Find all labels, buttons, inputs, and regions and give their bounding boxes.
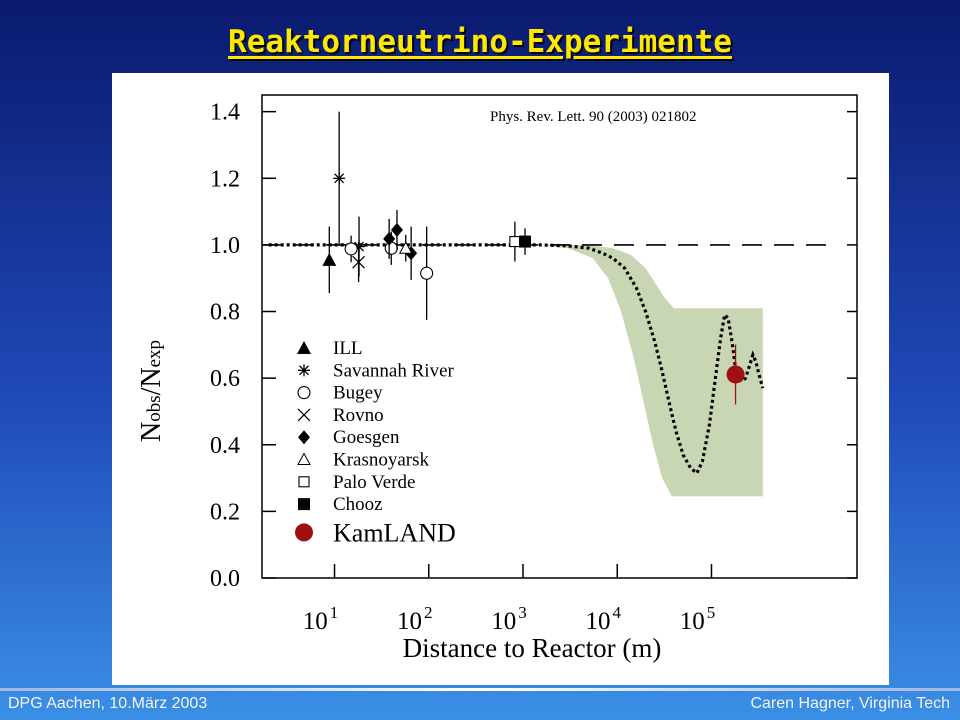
footer-author: Caren Hagner, Virginia Tech [750,695,950,712]
legend-marker [297,341,311,354]
citation-label: Phys. Rev. Lett. 90 (2003) 021802 [490,109,697,125]
y-axis-label: Nobs/Nexp [136,340,167,442]
legend-marker [298,364,310,377]
data-point-rovno [352,255,366,269]
prediction-curve [268,243,765,476]
footer-event: DPG Aachen, 10.März 2003 [8,695,208,712]
legend-label: Goesgen [333,427,400,448]
legend-label: Krasnoyarsk [333,450,430,471]
data-point-ill [322,252,337,266]
y-tick-label: 0.4 [210,433,240,459]
data-point-bugey [344,242,358,256]
x-tick-label: 10 2 [397,603,433,635]
data-point-bugey [384,241,398,255]
x-tick-label: 10 4 [585,603,621,635]
oscillation-curve [268,243,765,476]
legend-label: Rovno [333,405,384,426]
legend-label: Palo Verde [333,472,416,493]
legend-marker [297,386,311,400]
x-axis-label: Distance to Reactor (m) [403,633,662,663]
y-tick-label: 1.4 [210,100,240,126]
y-tick-label: 0.6 [210,366,240,392]
data-point-goesgen [390,222,403,237]
y-tick-label: 0.2 [210,499,240,525]
figure-panel: 0.0 0.2 0.4 0.6 0.8 1.0 1.2 1.4 10 1 10 2 10 3 10 4 10 5 … [112,73,889,685]
allowed-band-area [539,244,763,497]
tick-labels: 0.0 0.2 0.4 0.6 0.8 1.0 1.2 1.4 10 1 10 2 10 3 10 4 10 5 [210,100,857,635]
plot-frame [261,94,858,579]
data-point-kamland [726,365,745,384]
data-point-bugey [420,266,434,280]
legend-marker [297,452,311,465]
data-point-savannah-river [333,172,346,185]
legend-label: Bugey [333,383,383,404]
y-tick-label: 0.0 [210,566,240,592]
footer-divider [0,688,960,691]
legend-marker [297,408,311,422]
neutrino-ratio-chart: 0.00.20.40.60.81.01.21.410 1 10 2 10 3 10 4 10 5 … [136,94,858,663]
x-tick-label: 10 3 [491,603,527,635]
data-points [322,111,745,405]
x-tick-label: 10 1 [303,603,339,635]
data-point-krasnoyarsk [398,241,413,254]
legend-marker [298,498,310,511]
legend-label: Chooz [333,494,383,515]
legend-marker [295,523,313,542]
plot-border [261,94,858,579]
legend-label: Savannah River [333,360,455,381]
legend-label: KamLAND [333,518,456,547]
y-tick-label: 0.8 [210,300,240,326]
data-point-goesgen [383,231,396,246]
footer: DPG Aachen, 10.März 2003 Caren Hagner, V… [0,688,960,720]
legend-marker [298,476,310,488]
allowed-band [539,244,763,497]
legend-marker [298,430,310,445]
data-point-palo-verde [509,236,521,248]
legend-label: ILL [333,338,363,359]
slide-title: Reaktorneutrino-Experimente [228,24,732,60]
y-tick-label: 1.2 [210,166,240,192]
x-tick-label: 10 5 [680,603,716,635]
y-tick-label: 1.0 [210,233,240,259]
data-point-chooz [519,235,532,248]
